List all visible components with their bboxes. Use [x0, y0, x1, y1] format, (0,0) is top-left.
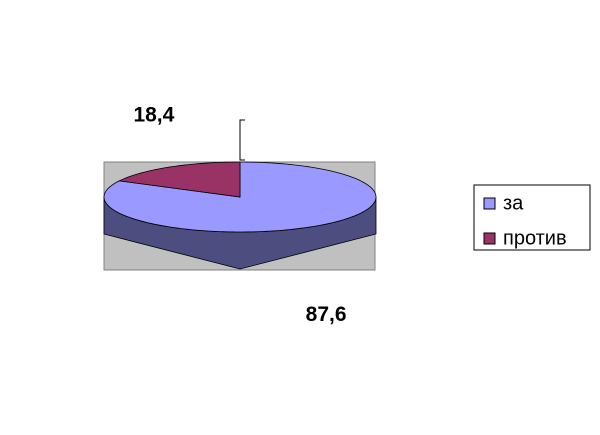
legend-swatch [483, 197, 496, 210]
slice [117, 161, 241, 198]
legend-swatch [483, 232, 496, 245]
legend-items: за против [483, 192, 567, 249]
legend-label: за [503, 192, 524, 214]
value-label: 18,4 [133, 103, 174, 126]
leader-line [239, 119, 245, 161]
legend-label: против [503, 227, 567, 249]
pie: 87,6 18,4 [103, 103, 377, 326]
value-label: 87,6 [306, 303, 347, 326]
